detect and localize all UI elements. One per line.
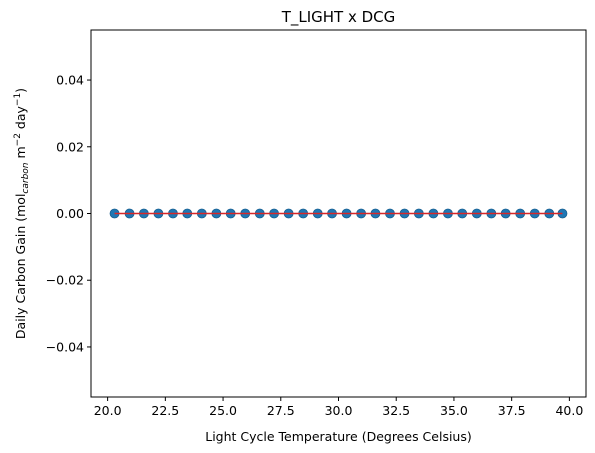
- y-tick-label: 0.02: [56, 139, 84, 154]
- x-axis-title: Light Cycle Temperature (Degrees Celsius…: [205, 429, 472, 444]
- y-axis-title-prefix: Daily Carbon Gain (mol: [13, 194, 28, 340]
- x-axis: 20.0 22.5 25.0 27.5 30.0 32.5 35.0 37.5 40.0: [94, 397, 583, 418]
- y-tick-label: −0.02: [46, 273, 84, 288]
- y-axis-title-mid2: day: [13, 105, 28, 133]
- y-axis-title-suffix: ): [13, 88, 28, 93]
- chart-title: T_LIGHT x DCG: [281, 8, 396, 27]
- y-axis: −0.04 −0.02 0.00 0.02 0.04: [46, 73, 91, 354]
- x-tick-label: 40.0: [555, 403, 583, 418]
- x-tick-label: 27.5: [267, 403, 295, 418]
- y-tick-label: 0.04: [56, 73, 84, 88]
- y-axis-title-sup2: −1: [13, 93, 23, 106]
- y-axis-title-sup1: −2: [13, 133, 23, 146]
- x-tick-label: 30.0: [325, 403, 353, 418]
- x-tick-label: 35.0: [440, 403, 468, 418]
- x-tick-label: 22.5: [151, 403, 179, 418]
- plot-frame: [90, 29, 587, 398]
- x-tick-label: 25.0: [209, 403, 237, 418]
- y-axis-title-mid: m: [13, 146, 28, 162]
- x-tick-label: 20.0: [94, 403, 122, 418]
- data-points: [109, 208, 568, 219]
- x-tick-label: 37.5: [498, 403, 526, 418]
- y-axis-title: Daily Carbon Gain (molcarbon m−2 day−1): [13, 88, 31, 339]
- y-tick-label: 0.00: [56, 206, 84, 221]
- x-tick-label: 32.5: [382, 403, 410, 418]
- y-tick-label: −0.04: [46, 339, 84, 354]
- y-axis-title-subscript: carbon: [21, 162, 31, 193]
